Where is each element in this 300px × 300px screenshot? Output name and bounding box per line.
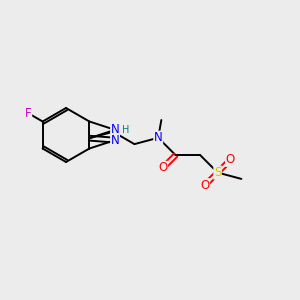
Text: O: O: [226, 153, 235, 166]
Text: F: F: [25, 107, 32, 120]
Text: H: H: [122, 125, 129, 135]
Text: N: N: [111, 134, 119, 147]
Text: O: O: [158, 161, 167, 174]
Text: N: N: [154, 131, 163, 144]
Text: O: O: [200, 179, 209, 192]
Text: S: S: [214, 166, 221, 179]
Text: N: N: [111, 123, 119, 136]
